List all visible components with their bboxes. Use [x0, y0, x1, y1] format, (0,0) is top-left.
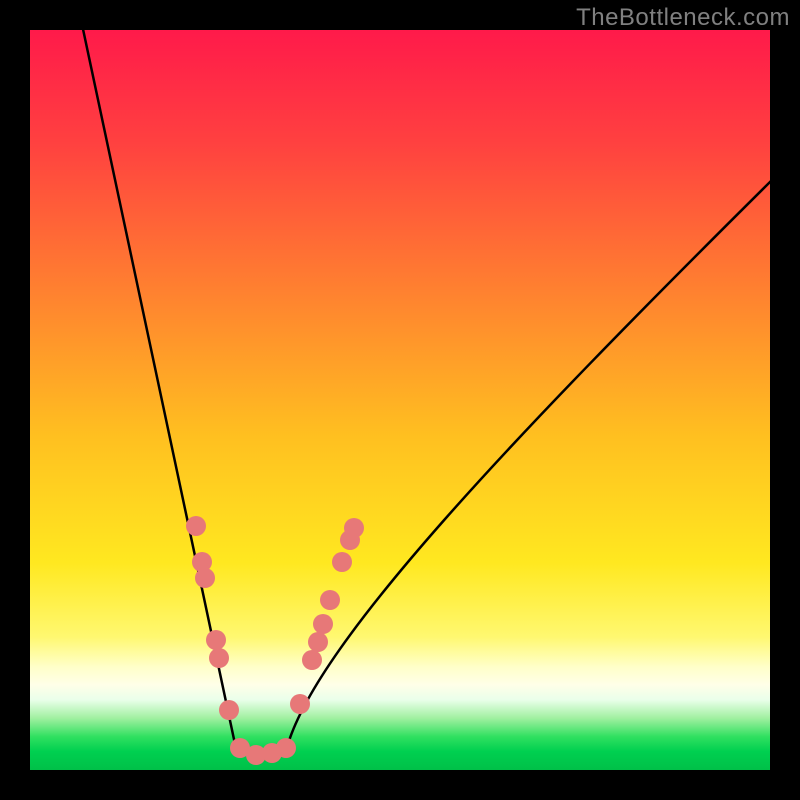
- bottleneck-curve-chart: [0, 0, 800, 800]
- marker-point: [313, 614, 333, 634]
- watermark-text: TheBottleneck.com: [576, 4, 790, 32]
- marker-point: [308, 632, 328, 652]
- marker-point: [290, 694, 310, 714]
- marker-point: [276, 738, 296, 758]
- marker-point: [219, 700, 239, 720]
- figure-root: TheBottleneck.com: [0, 0, 800, 800]
- marker-point: [302, 650, 322, 670]
- marker-point: [209, 648, 229, 668]
- marker-point: [320, 590, 340, 610]
- marker-point: [186, 516, 206, 536]
- marker-point: [206, 630, 226, 650]
- gradient-background: [30, 30, 770, 770]
- marker-point: [195, 568, 215, 588]
- marker-point: [344, 518, 364, 538]
- marker-point: [332, 552, 352, 572]
